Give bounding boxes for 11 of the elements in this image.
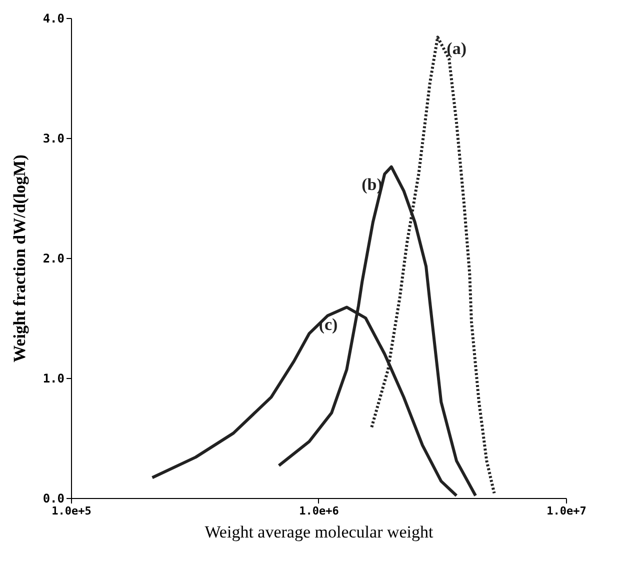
x-tick-label: 1.0e+7 — [546, 504, 586, 518]
series-label: (a) — [446, 39, 466, 58]
y-axis-title: Weight fraction dW/d(logM) — [10, 154, 29, 362]
y-tick-label: 4.0 — [42, 12, 64, 26]
y-tick-label: 3.0 — [42, 132, 64, 146]
y-tick-label: 1.0 — [42, 372, 64, 386]
x-axis-title: Weight average molecular weight — [204, 522, 434, 542]
y-tick-label: 0.0 — [42, 492, 64, 506]
x-tick-label: 1.0e+6 — [299, 504, 340, 518]
x-tick-label: 1.0e+5 — [52, 504, 92, 518]
y-tick-label: 2.0 — [42, 252, 64, 266]
